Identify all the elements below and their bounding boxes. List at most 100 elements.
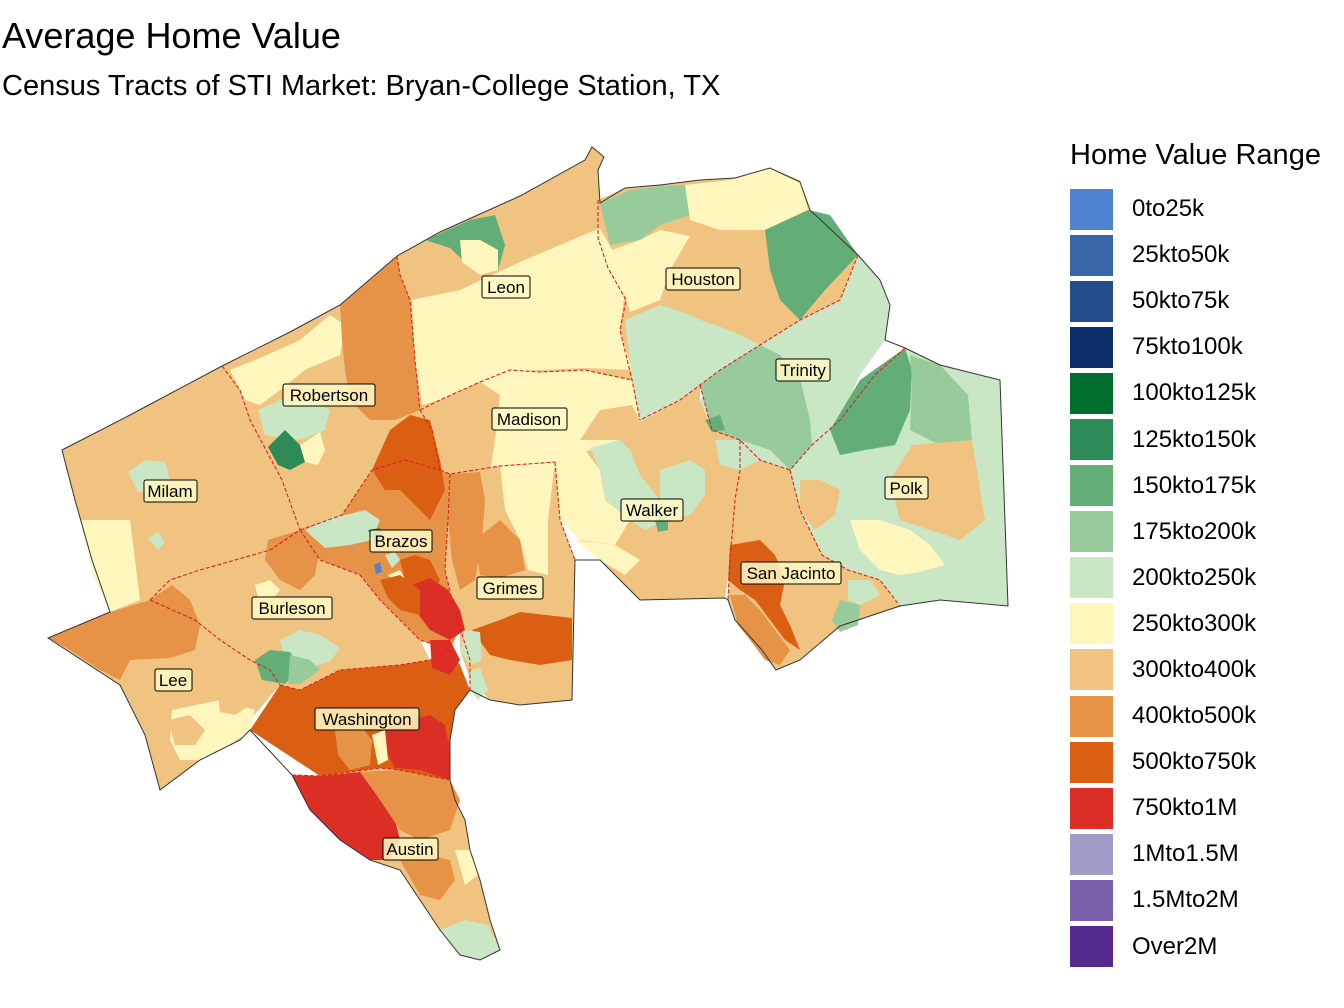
svg-text:Houston: Houston (671, 270, 734, 289)
legend-swatch (1070, 926, 1113, 968)
legend-swatch (1070, 741, 1113, 783)
tract-region (910, 355, 972, 445)
county-label-leon: Leon (481, 275, 531, 299)
legend-swatch (1070, 649, 1113, 691)
tract-region (580, 405, 640, 440)
tract-region (148, 532, 165, 550)
tract-region (455, 850, 478, 885)
legend-item: 75kto100k (1070, 324, 1344, 370)
tract-region (255, 580, 280, 600)
legend-item: 300kto400k (1070, 647, 1344, 693)
legend-item: 1.5Mto2M (1070, 877, 1344, 923)
legend-label: 500kto750k (1132, 748, 1257, 776)
county-boundary (396, 255, 441, 471)
svg-text:Lee: Lee (159, 671, 187, 690)
legend-item: 175kto200k (1070, 509, 1344, 555)
svg-text:Leon: Leon (487, 278, 525, 297)
legend-label: 750kto1M (1132, 794, 1238, 822)
legend-label: 200kto250k (1132, 563, 1257, 591)
county-label-lee: Lee (154, 668, 193, 692)
county-label-austin: Austin (382, 837, 439, 861)
tract-region (400, 855, 455, 900)
tract-region (555, 450, 630, 545)
county-label-walker: Walker (620, 498, 684, 522)
legend-title: Home Value Range (1070, 139, 1321, 171)
tract-region (300, 432, 325, 465)
county-boundary (149, 529, 301, 601)
legend-swatch (1070, 326, 1113, 368)
tract-region (832, 600, 860, 632)
svg-text:Trinity: Trinity (780, 361, 826, 380)
county-boundary (639, 254, 859, 421)
county-label-brazos: Brazos (369, 529, 433, 553)
tract-region (850, 520, 945, 575)
svg-text:Burleson: Burleson (258, 599, 325, 618)
tract-region (848, 580, 880, 605)
legend-label: 1.5Mto2M (1132, 886, 1239, 914)
county-labels: Leon Houston Robertson Madison Trinity M… (143, 267, 929, 861)
tract-region (705, 415, 725, 432)
county-boundary (727, 440, 741, 601)
tract-region (372, 415, 445, 520)
county-boundary (221, 365, 301, 531)
legend-swatch (1070, 557, 1113, 599)
legend-label: 250kto300k (1132, 609, 1257, 637)
tract-region (430, 640, 460, 675)
svg-text:Washington: Washington (322, 710, 411, 729)
map-tracts (48, 168, 985, 960)
legend-item: 50kto75k (1070, 278, 1344, 324)
tract-region (385, 715, 450, 780)
tract-region (600, 185, 690, 245)
legend-label: 25kto50k (1132, 241, 1230, 269)
legend-item: 1Mto1.5M (1070, 831, 1344, 877)
svg-text:Robertson: Robertson (290, 386, 368, 405)
svg-text:Brazos: Brazos (375, 532, 428, 551)
legend-swatch (1070, 511, 1113, 553)
tract-region (380, 575, 420, 615)
tract-region (830, 348, 912, 455)
county-boundary (149, 599, 281, 686)
county-boundary (699, 384, 791, 471)
county-label-washington: Washington (314, 707, 420, 731)
tract-region (685, 168, 808, 230)
legend-label: 125kto150k (1132, 425, 1257, 453)
tract-region (448, 472, 485, 590)
county-boundary (419, 369, 633, 411)
county-boundary (279, 649, 451, 691)
legend-label: 50kto75k (1132, 287, 1230, 315)
tract-region (265, 530, 320, 590)
tract-region (575, 540, 640, 575)
tract-region (472, 612, 572, 665)
county-label-burleson: Burleson (251, 596, 333, 620)
tract-region (890, 440, 985, 540)
legend-swatch (1070, 695, 1113, 737)
tract-region (475, 520, 525, 578)
tract-region (340, 256, 420, 420)
county-boundary (299, 529, 451, 651)
tract-region (800, 480, 840, 530)
legend-label: 400kto500k (1132, 702, 1257, 730)
svg-text:Madison: Madison (497, 410, 561, 429)
map-legend: Home Value Range 0to25k 25kto50k 50kto75… (1070, 136, 1344, 970)
legend-swatch (1070, 879, 1113, 921)
tract-region (360, 770, 460, 840)
tract-region (500, 462, 555, 575)
tract-region (460, 630, 482, 665)
tract-region (765, 210, 858, 320)
county-boundary (554, 461, 576, 561)
county-label-madison: Madison (491, 407, 568, 431)
tract-region (218, 692, 250, 715)
legend-item: 500kto750k (1070, 739, 1344, 785)
county-boundary (299, 459, 441, 531)
svg-text:Milam: Milam (147, 482, 192, 501)
tract-region (288, 655, 320, 684)
county-boundary (789, 347, 906, 471)
tract-region (625, 305, 760, 422)
tract-region (292, 772, 400, 860)
legend-label: 300kto400k (1132, 655, 1257, 683)
legend-item: Over2M (1070, 924, 1344, 970)
legend-label: 75kto100k (1132, 333, 1243, 361)
legend-swatch (1070, 833, 1113, 875)
county-boundary (291, 767, 451, 781)
tract-region (440, 920, 500, 960)
